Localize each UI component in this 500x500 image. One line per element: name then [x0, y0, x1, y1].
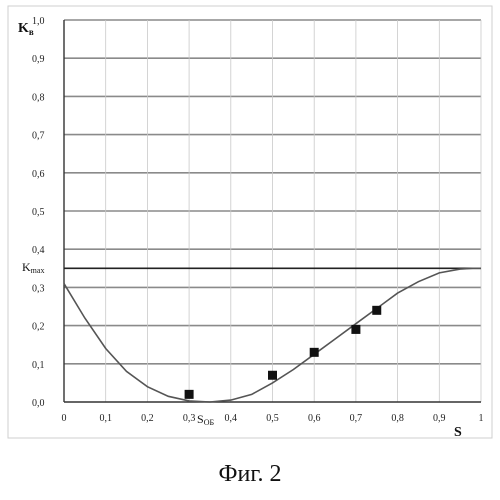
x-axis-label: S	[454, 425, 462, 440]
y-tick-label: 1,0	[32, 16, 45, 27]
y-tick-label: 0,4	[32, 245, 45, 256]
y-tick-label: 0,5	[32, 207, 45, 218]
x-tick-label: 0,2	[141, 413, 154, 424]
x-tick-label: 0,6	[308, 413, 321, 424]
figure-caption: Фиг. 2	[219, 461, 282, 487]
x-tick-label: 0,5	[266, 413, 279, 424]
x-tick-label: 0,1	[99, 413, 112, 424]
y-tick-label: 0,0	[32, 398, 45, 409]
x-tick-label: 0	[62, 413, 67, 424]
y-tick-label: 0,7	[32, 131, 45, 142]
x-tick-label: 1	[479, 413, 484, 424]
y-tick-label: 0,6	[32, 169, 45, 180]
x-tick-label: 0,4	[225, 413, 238, 424]
data-point-marker	[310, 348, 319, 357]
data-point-marker	[372, 306, 381, 315]
x-tick-label: 0,9	[433, 413, 446, 424]
data-point-marker	[268, 371, 277, 380]
x-tick-label: 0,7	[350, 413, 363, 424]
y-tick-label: 0,1	[32, 360, 45, 371]
x-tick-label: 0,3	[183, 413, 196, 424]
data-point-marker	[351, 325, 360, 334]
y-tick-label: 0,2	[32, 322, 45, 333]
x-tick-label: 0,8	[391, 413, 404, 424]
y-tick-label: 0,9	[32, 54, 45, 65]
data-point-marker	[185, 390, 194, 399]
y-tick-label: 0,8	[32, 92, 45, 103]
y-tick-label: 0,3	[32, 283, 45, 294]
